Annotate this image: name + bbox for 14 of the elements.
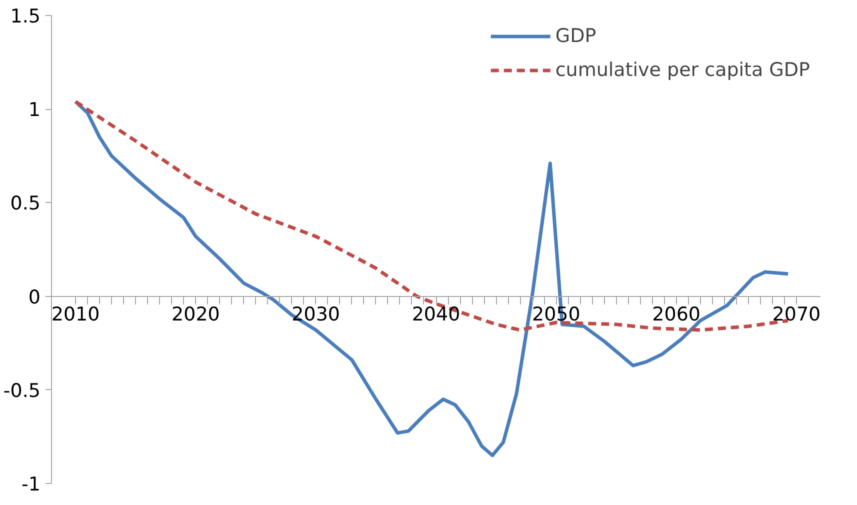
y-tick-label: -0.5 [3, 380, 41, 402]
x-tick-label: 2040 [412, 303, 460, 326]
y-tick-label: -1 [22, 474, 41, 496]
y-tick-label: 1 [28, 99, 41, 122]
x-tick-label: 2030 [292, 303, 340, 326]
y-tick-label: 0 [28, 286, 41, 308]
legend-label: GDP [555, 25, 596, 47]
x-tick-label: 2070 [772, 303, 821, 326]
y-tick-label: 1.5 [10, 6, 40, 28]
x-tick-label: 2010 [51, 303, 100, 326]
x-tick-label: 2020 [172, 303, 220, 326]
y-tick-label: 0.5 [10, 192, 40, 215]
x-tick-label: 2060 [652, 303, 700, 326]
legend-label: cumulative per capita GDP [555, 59, 810, 81]
